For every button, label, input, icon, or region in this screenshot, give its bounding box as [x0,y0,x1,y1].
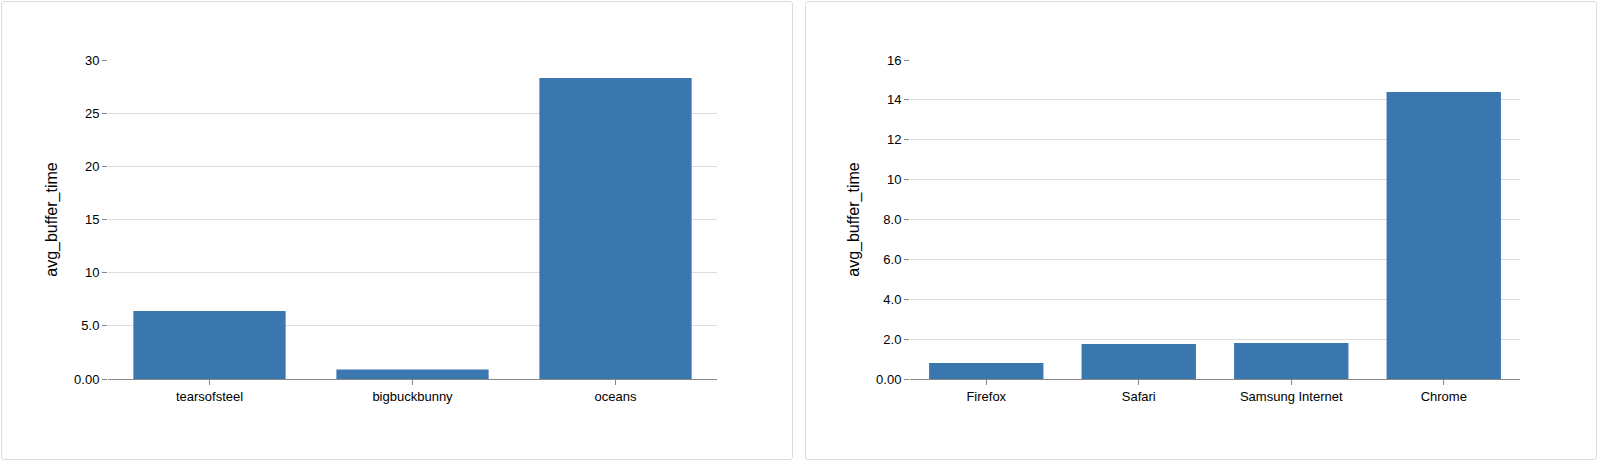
svg-text:5.0: 5.0 [81,318,99,333]
svg-text:avg_buffer_time: avg_buffer_time [43,162,61,277]
svg-text:Samsung Internet: Samsung Internet [1240,389,1343,404]
svg-text:6.0: 6.0 [883,252,901,267]
svg-text:tearsofsteel: tearsofsteel [176,389,243,404]
svg-text:15: 15 [85,212,99,227]
svg-text:10: 10 [85,265,99,280]
svg-text:20: 20 [85,159,99,174]
svg-text:25: 25 [85,106,99,121]
svg-text:10: 10 [887,172,901,187]
svg-text:14: 14 [887,92,901,107]
svg-text:Chrome: Chrome [1421,389,1467,404]
svg-text:8.0: 8.0 [883,212,901,227]
svg-text:4.0: 4.0 [883,292,901,307]
svg-text:0.00: 0.00 [74,372,99,387]
svg-text:0.00: 0.00 [876,372,901,387]
svg-text:Firefox: Firefox [966,389,1006,404]
svg-text:bigbuckbunny: bigbuckbunny [372,389,453,404]
svg-text:2.0: 2.0 [883,332,901,347]
svg-text:16: 16 [887,53,901,68]
svg-text:Safari: Safari [1122,389,1156,404]
svg-text:avg_buffer_time: avg_buffer_time [845,162,863,277]
svg-text:30: 30 [85,53,99,68]
svg-text:oceans: oceans [595,389,637,404]
svg-text:12: 12 [887,132,901,147]
